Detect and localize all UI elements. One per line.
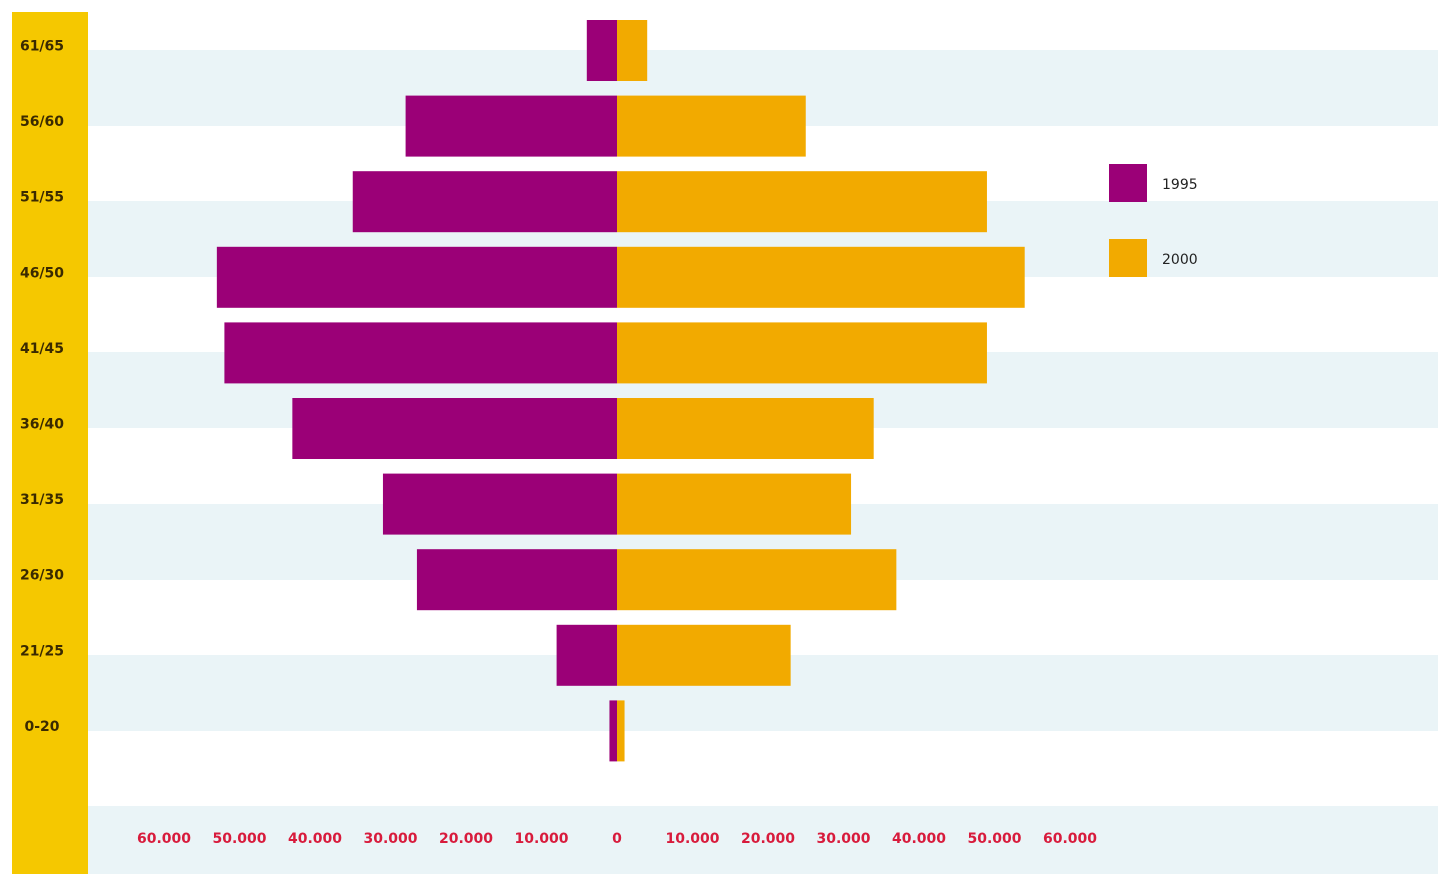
category-label: 31/35 xyxy=(20,492,64,508)
legend: 1995 2000 xyxy=(1109,164,1198,277)
x-tick-label: 10.000 xyxy=(665,831,719,847)
bar-2000 xyxy=(617,624,791,686)
x-tick-label: 60.000 xyxy=(137,831,191,847)
category-label: 46/50 xyxy=(20,265,64,281)
category-label: 21/25 xyxy=(20,643,64,659)
x-tick-label: 40.000 xyxy=(892,831,946,847)
bar-2000 xyxy=(617,95,806,157)
bar-1995 xyxy=(292,398,617,459)
legend-label: 1995 xyxy=(1162,177,1198,193)
x-tick-label: 30.000 xyxy=(363,831,417,847)
x-tick-label: 20.000 xyxy=(741,831,795,847)
x-tick-label: 0 xyxy=(612,831,622,847)
x-tick-label: 40.000 xyxy=(288,831,342,847)
legend-label: 2000 xyxy=(1162,252,1198,268)
bar-1995 xyxy=(405,95,617,157)
x-tick-label: 60.000 xyxy=(1043,831,1097,847)
bar-1995 xyxy=(556,624,617,686)
bar-1995 xyxy=(352,171,617,233)
bar-2000 xyxy=(617,322,987,384)
bar-1995 xyxy=(382,473,617,535)
category-label: 51/55 xyxy=(20,190,64,206)
bars xyxy=(216,20,1025,762)
x-tick-label: 50.000 xyxy=(967,831,1021,847)
bar-1995 xyxy=(609,700,617,762)
bar-1995 xyxy=(216,246,617,308)
bar-2000 xyxy=(617,700,625,762)
category-labels: 61/65 56/60 51/55 46/50 41/45 36/40 31/35 26/30… xyxy=(20,39,64,735)
bar-1995 xyxy=(416,549,617,611)
legend-swatch-2000 xyxy=(1109,239,1147,277)
category-label: 61/65 xyxy=(20,39,64,55)
bar-2000 xyxy=(617,246,1025,308)
bar-2000 xyxy=(617,549,897,611)
category-label: 56/60 xyxy=(20,114,64,130)
background-stripe xyxy=(88,806,1438,874)
bar-2000 xyxy=(617,398,874,459)
x-axis-tick-labels: 60.000 50.000 40.000 30.000 20.000 10.000 0 10.… xyxy=(137,831,1097,847)
category-axis-band xyxy=(12,12,88,874)
legend-swatch-1995 xyxy=(1109,164,1147,202)
category-label: 0-20 xyxy=(24,719,59,735)
x-tick-label: 20.000 xyxy=(439,831,493,847)
bar-2000 xyxy=(617,20,648,81)
bar-1995 xyxy=(586,20,617,81)
category-label: 26/30 xyxy=(20,568,64,584)
category-label: 36/40 xyxy=(20,417,64,433)
bar-2000 xyxy=(617,473,852,535)
bar-1995 xyxy=(224,322,617,384)
category-label: 41/45 xyxy=(20,341,64,357)
x-tick-label: 30.000 xyxy=(816,831,870,847)
x-tick-label: 10.000 xyxy=(514,831,568,847)
x-tick-label: 50.000 xyxy=(212,831,266,847)
bar-2000 xyxy=(617,171,987,233)
